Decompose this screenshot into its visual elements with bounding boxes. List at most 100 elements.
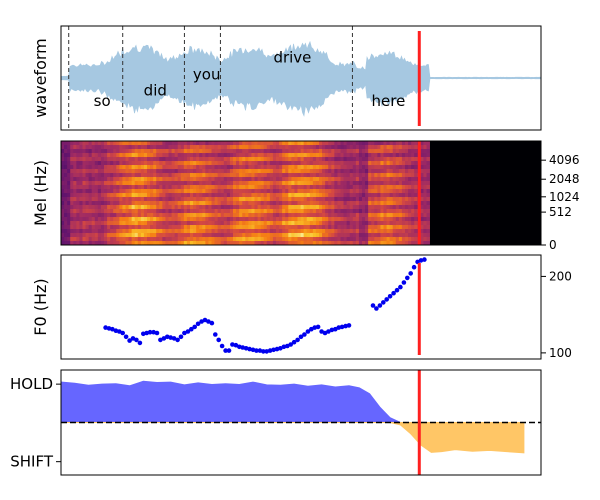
spectrogram-cell xyxy=(220,209,225,214)
f0-point xyxy=(298,334,304,340)
spectrogram-cell xyxy=(386,185,391,190)
spectrogram-cell xyxy=(386,201,391,206)
spectrogram-cell xyxy=(420,165,424,170)
spectrogram-cell xyxy=(165,241,169,246)
spectrogram-cell xyxy=(79,197,83,202)
spectrogram-cell xyxy=(125,185,129,190)
spectrogram-cell xyxy=(263,213,268,218)
spectrogram-cell xyxy=(190,181,194,186)
spectrogram-cell xyxy=(312,149,317,154)
spectrogram-cell xyxy=(196,233,200,238)
f0-point xyxy=(381,300,386,305)
spectrogram-cell xyxy=(131,229,136,234)
f0-point xyxy=(175,337,180,343)
spectrogram-cell xyxy=(254,229,258,234)
spectrogram-cell xyxy=(272,201,277,206)
spectrogram-cell xyxy=(79,169,83,174)
spectrogram-cell xyxy=(282,229,286,234)
spectrogram-cell xyxy=(140,181,145,186)
spectrogram-cell xyxy=(211,217,215,222)
spectrogram-cell xyxy=(260,161,265,166)
spectrogram-cell xyxy=(343,161,348,166)
spectrogram-cell xyxy=(183,193,188,198)
spectrogram-cell xyxy=(322,221,326,226)
spectrogram-cell xyxy=(113,241,117,246)
spectrogram-cell xyxy=(70,205,74,210)
spectrogram-cell xyxy=(254,205,258,210)
spectrogram-cell xyxy=(220,153,225,158)
spectrogram-cell xyxy=(398,149,403,154)
spectrogram-cell xyxy=(91,209,96,214)
spectrogram-cell xyxy=(165,217,169,222)
spectrogram-cell xyxy=(236,201,240,206)
spectrogram-cell xyxy=(202,205,206,210)
spectrogram-cell xyxy=(64,149,68,154)
spectrogram-cell xyxy=(343,209,348,214)
spectrogram-cell xyxy=(337,161,341,166)
spectrogram-cell xyxy=(107,205,111,210)
spectrogram-cell xyxy=(196,201,200,206)
spectrogram-cell xyxy=(190,233,194,238)
spectrogram-cell xyxy=(156,157,160,162)
spectrogram-cell xyxy=(248,165,252,170)
f0-point xyxy=(230,342,235,347)
spectrogram-cell xyxy=(217,213,222,218)
spectrogram-cell xyxy=(61,209,65,214)
f0-point xyxy=(171,336,177,341)
spectrogram-cell xyxy=(285,157,289,162)
spectrogram-cell xyxy=(233,221,237,226)
spectrogram-cell xyxy=(64,241,68,246)
spectrogram-cell xyxy=(119,165,123,170)
spectrogram-cell xyxy=(180,221,185,226)
spectrogram-cell xyxy=(340,165,344,170)
spectrogram-cell xyxy=(64,169,68,174)
spectrogram-cell xyxy=(82,241,86,246)
spectrogram-cell xyxy=(131,165,136,170)
spectrogram-cell xyxy=(319,209,323,214)
spectrogram-cell xyxy=(147,161,151,166)
spectrogram-cell xyxy=(119,189,123,194)
spectrogram-cell xyxy=(398,161,403,166)
spectrogram-cell xyxy=(337,181,341,186)
spectrogram-cell xyxy=(352,157,357,162)
spectrogram-cell xyxy=(208,181,212,186)
spectrogram-cell xyxy=(134,201,139,206)
spectrogram-cell xyxy=(389,229,394,234)
spectrogram-cell xyxy=(377,193,381,198)
spectrogram-cell xyxy=(346,169,351,174)
f0-point xyxy=(123,334,129,340)
spectrogram-cell xyxy=(374,181,378,186)
spectrogram-cell xyxy=(73,201,77,206)
spectrogram-cell xyxy=(245,237,249,242)
spectrogram-cell xyxy=(331,221,335,226)
spectrogram-cell xyxy=(312,165,317,170)
spectrogram-cell xyxy=(190,229,194,234)
spectrogram-cell xyxy=(245,217,249,222)
spectrogram-cell xyxy=(85,233,90,238)
spectrogram-cell xyxy=(389,201,394,206)
spectrogram-cell xyxy=(159,189,163,194)
spectrogram-cell xyxy=(337,221,341,226)
spectrogram-cell xyxy=(205,205,209,210)
spectrogram-cell xyxy=(349,205,354,210)
spectrogram-cell xyxy=(211,193,215,198)
spectrogram-cell xyxy=(337,205,341,210)
spectrogram-cell xyxy=(263,237,268,242)
spectrogram-cell xyxy=(143,237,148,242)
spectrogram-cell xyxy=(137,157,142,162)
spectrogram-cell xyxy=(202,213,206,218)
spectrogram-cell xyxy=(104,217,108,222)
spectrogram-cell xyxy=(91,181,96,186)
spectrogram-cell xyxy=(119,225,123,230)
spectrogram-cell xyxy=(322,213,326,218)
spectrogram-cell xyxy=(408,165,412,170)
spectrogram-cell xyxy=(229,241,234,246)
spectrogram-cell xyxy=(171,193,176,198)
spectrogram-cell xyxy=(82,145,86,150)
spectrogram-cell xyxy=(239,197,243,202)
spectrogram-cell xyxy=(159,185,163,190)
spectrogram-cell xyxy=(322,197,326,202)
spectrogram-cell xyxy=(245,193,249,198)
spectrogram-cell xyxy=(137,145,142,150)
spectrogram-cell xyxy=(220,185,225,190)
